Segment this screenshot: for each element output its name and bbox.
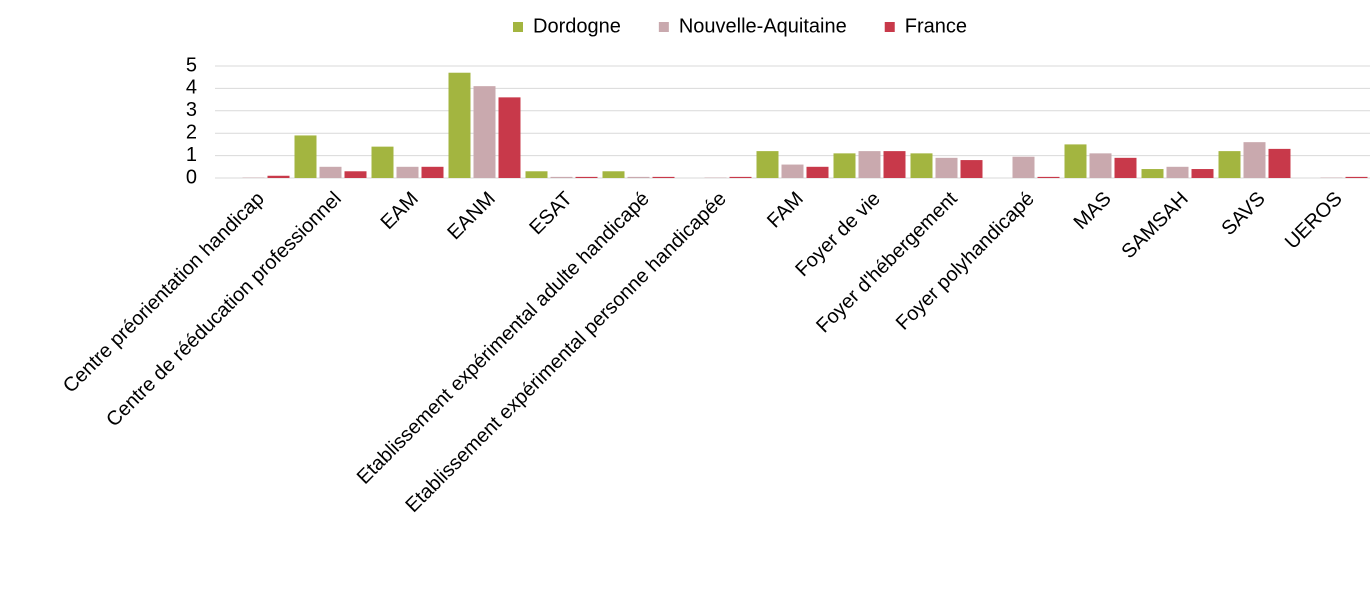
bar — [1115, 158, 1137, 178]
x-tick-label: Etablissement expérimental adulte handic… — [353, 188, 654, 489]
bar — [499, 97, 521, 178]
legend-swatch — [513, 22, 523, 32]
bar — [422, 167, 444, 178]
bar — [1065, 144, 1087, 178]
bar — [474, 86, 496, 178]
y-tick-label: 1 — [186, 144, 197, 166]
bar — [268, 176, 290, 178]
bar — [1219, 151, 1241, 178]
bar — [628, 177, 650, 178]
bar — [576, 177, 598, 178]
bar — [551, 177, 573, 178]
legend-label: Nouvelle-Aquitaine — [679, 15, 847, 37]
bar — [1167, 167, 1189, 178]
bar — [603, 171, 625, 178]
y-tick-label: 0 — [186, 166, 197, 188]
bar — [1269, 149, 1291, 178]
bar — [397, 167, 419, 178]
bar — [1244, 142, 1266, 178]
legend-swatch — [659, 22, 669, 32]
bar — [345, 171, 367, 178]
x-tick-label: SAVS — [1218, 188, 1270, 240]
legend-label: Dordogne — [533, 15, 621, 37]
x-tick-label: Foyer polyhandicapé — [892, 188, 1039, 335]
bar — [834, 153, 856, 178]
y-tick-label: 2 — [186, 121, 197, 143]
y-tick-label: 5 — [186, 54, 197, 76]
bar — [757, 151, 779, 178]
bar — [961, 160, 983, 178]
x-tick-label: EAM — [377, 188, 423, 234]
bar — [859, 151, 881, 178]
bar — [449, 73, 471, 178]
bar — [884, 151, 906, 178]
bar — [1038, 177, 1060, 178]
bar — [807, 167, 829, 178]
x-tick-label: SAMSAH — [1117, 188, 1192, 263]
x-tick-label: EANM — [443, 188, 499, 244]
y-tick-label: 3 — [186, 99, 197, 121]
legend-label: France — [905, 15, 967, 37]
x-tick-label: MAS — [1070, 188, 1116, 234]
bar — [936, 158, 958, 178]
x-tick-label: ESAT — [525, 188, 576, 239]
bar — [320, 167, 342, 178]
bar — [911, 153, 933, 178]
bar — [782, 165, 804, 178]
bar — [372, 147, 394, 178]
x-tick-label: UEROS — [1281, 188, 1347, 254]
y-tick-label: 4 — [186, 77, 197, 99]
bar — [295, 135, 317, 178]
bar — [1013, 157, 1035, 178]
bar — [1192, 169, 1214, 178]
bar — [1346, 177, 1368, 178]
bar — [1090, 153, 1112, 178]
bar — [653, 177, 675, 178]
bar — [526, 171, 548, 178]
x-tick-label: Foyer d'hébergement — [812, 187, 962, 337]
x-tick-label: FAM — [763, 188, 808, 233]
bar — [1142, 169, 1164, 178]
legend-swatch — [885, 22, 895, 32]
bar — [730, 177, 752, 178]
